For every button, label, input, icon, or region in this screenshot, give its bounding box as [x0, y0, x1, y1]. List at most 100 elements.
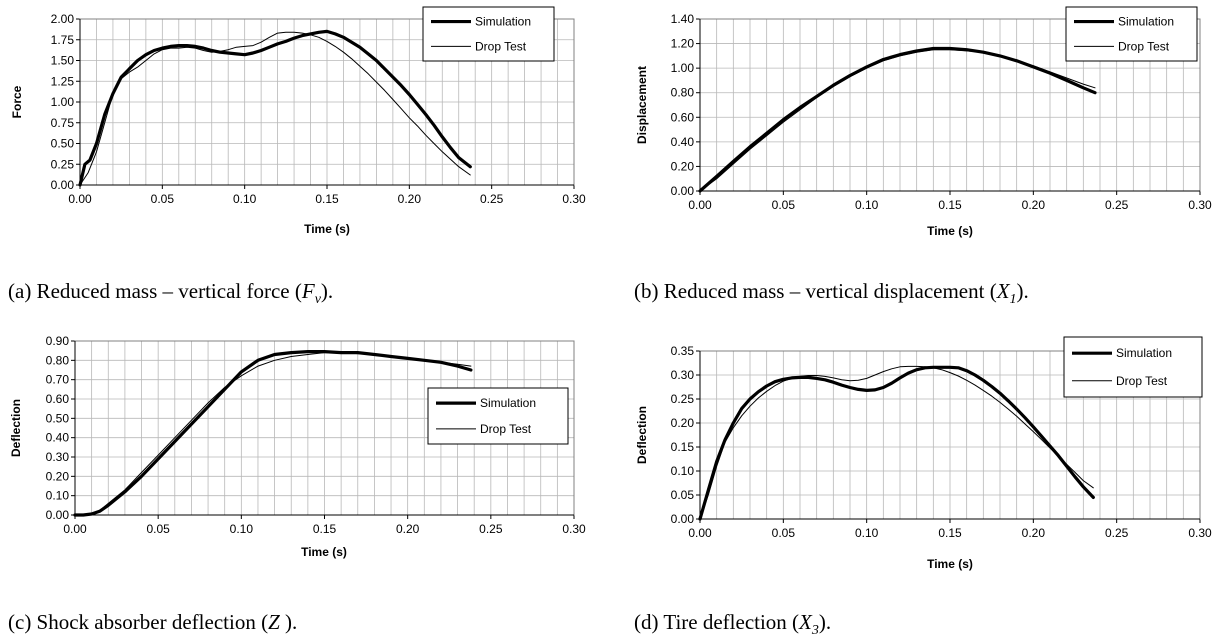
- legend: Simulation Drop Test: [1065, 6, 1198, 62]
- x-tick-label: 0.20: [396, 522, 420, 536]
- legend-box: [1063, 336, 1203, 398]
- y-tick-label: 0.10: [671, 464, 695, 478]
- caption-c-suffix: ).: [279, 610, 298, 634]
- series-line-simulation: [78, 29, 472, 187]
- x-tick-label: 0.20: [398, 192, 422, 206]
- x-tick-label: 0.10: [855, 198, 879, 212]
- x-axis-label: Time (s): [301, 545, 347, 559]
- x-tick-label: 0.10: [233, 192, 257, 206]
- caption-b-suffix: ).: [1016, 279, 1029, 303]
- legend-box: [422, 6, 555, 62]
- y-tick-label: 0.50: [51, 137, 75, 151]
- y-tick-label: 0.20: [671, 159, 695, 173]
- y-tick-label: 0.00: [671, 512, 695, 526]
- y-tick-label: 1.00: [51, 95, 75, 109]
- y-tick-label: 0.05: [671, 488, 695, 502]
- y-tick-label: 0.25: [51, 157, 75, 171]
- y-tick-label: 1.00: [671, 61, 695, 75]
- series-line-drop-test: [699, 365, 1094, 520]
- chart-a: 0.00 0.25 0.50 0.75 1.00 1.25 1.50 1.75 2.00 0.00…: [10, 6, 586, 236]
- x-tick-label: 0.05: [146, 522, 170, 536]
- y-tick-label: 1.20: [671, 37, 695, 51]
- caption-d: (d) Tire deflection (X3).: [634, 610, 831, 638]
- legend-label-simulation: Simulation: [1116, 346, 1172, 360]
- caption-b: (b) Reduced mass – vertical displacement…: [634, 279, 1029, 307]
- y-tick-label: 0.10: [46, 489, 70, 503]
- y-tick-label: 0.80: [671, 86, 695, 100]
- caption-c: (c) Shock absorber deflection (Z ).: [8, 610, 297, 635]
- y-tick-label: 0.25: [671, 392, 695, 406]
- y-tick-label: 0.60: [671, 110, 695, 124]
- y-tick-label: 0.75: [51, 116, 75, 130]
- legend-label-drop-test: Drop Test: [1118, 39, 1170, 53]
- x-axis-label: Time (s): [927, 224, 973, 238]
- series-line-simulation: [73, 350, 473, 517]
- x-tick-label: 0.30: [562, 522, 586, 536]
- chart-d: 0.00 0.05 0.10 0.15 0.20 0.25 0.30 0.35 0.00 0.05…: [635, 336, 1212, 571]
- caption-c-prefix: (c) Shock absorber deflection (: [8, 610, 269, 634]
- caption-c-symbol: Z: [268, 610, 280, 634]
- y-tick-label: 1.50: [51, 54, 75, 68]
- x-tick-label: 0.25: [479, 522, 503, 536]
- series-line-drop-test: [699, 49, 1096, 192]
- x-tick-label: 0.25: [1105, 526, 1129, 540]
- y-axis-label: Force: [10, 85, 24, 118]
- y-tick-label: 0.60: [46, 392, 70, 406]
- caption-a-prefix: (a) Reduced mass – vertical force (: [8, 279, 302, 303]
- y-tick-label: 0.20: [671, 416, 695, 430]
- x-axis-label: Time (s): [927, 557, 973, 571]
- chart-b: 0.00 0.20 0.40 0.60 0.80 1.00 1.20 1.40 0.00 0.05…: [635, 6, 1212, 238]
- legend-label-drop-test: Drop Test: [480, 422, 532, 436]
- x-tick-label: 0.30: [562, 192, 586, 206]
- caption-d-subscript: 3: [811, 623, 819, 638]
- y-tick-label: 0.30: [671, 368, 695, 382]
- x-tick-label: 0.00: [68, 192, 92, 206]
- legend-label-drop-test: Drop Test: [475, 39, 527, 53]
- y-tick-label: 0.80: [46, 353, 70, 367]
- x-tick-label: 0.15: [938, 526, 962, 540]
- series-line-drop-test: [74, 352, 472, 516]
- x-tick-label: 0.30: [1188, 198, 1212, 212]
- y-tick-label: 2.00: [51, 12, 75, 26]
- caption-a-subscript: v: [314, 292, 321, 307]
- legend-label-simulation: Simulation: [480, 396, 536, 410]
- legend-label-simulation: Simulation: [475, 15, 531, 29]
- caption-a-symbol: F: [301, 279, 315, 303]
- x-axis-label: Time (s): [304, 222, 350, 236]
- x-tick-label: 0.05: [151, 192, 175, 206]
- y-tick-label: 0.30: [46, 450, 70, 464]
- x-tick-label: 0.00: [63, 522, 87, 536]
- chart-c: 0.00 0.10 0.20 0.30 0.40 0.50 0.60 0.70 0.80 0.90…: [9, 334, 586, 559]
- legend: Simulation Drop Test: [1063, 336, 1203, 398]
- x-tick-label: 0.00: [688, 526, 712, 540]
- x-tick-label: 0.00: [688, 198, 712, 212]
- x-tick-label: 0.05: [772, 526, 796, 540]
- x-tick-label: 0.25: [480, 192, 504, 206]
- x-tick-label: 0.20: [1022, 198, 1046, 212]
- x-tick-label: 0.05: [772, 198, 796, 212]
- y-tick-label: 0.90: [46, 334, 70, 348]
- series-line-simulation: [698, 365, 1095, 521]
- y-tick-label: 0.15: [671, 440, 695, 454]
- legend: Simulation Drop Test: [427, 387, 569, 445]
- y-tick-label: 0.00: [51, 178, 75, 192]
- y-tick-label: 0.70: [46, 373, 70, 387]
- caption-a: (a) Reduced mass – vertical force (Fv).: [8, 279, 334, 307]
- legend-label-drop-test: Drop Test: [1116, 374, 1168, 388]
- legend-label-simulation: Simulation: [1118, 15, 1174, 29]
- y-axis-label: Displacement: [635, 66, 649, 144]
- x-tick-label: 0.15: [315, 192, 339, 206]
- x-tick-label: 0.10: [230, 522, 254, 536]
- legend-box: [1065, 6, 1198, 62]
- y-tick-label: 0.35: [671, 344, 695, 358]
- x-tick-label: 0.20: [1022, 526, 1046, 540]
- caption-d-prefix: (d) Tire deflection (: [634, 610, 800, 634]
- y-tick-label: 0.50: [46, 411, 70, 425]
- x-tick-label: 0.15: [938, 198, 962, 212]
- caption-a-suffix: ).: [320, 279, 334, 303]
- caption-b-subscript: 1: [1009, 292, 1017, 307]
- x-tick-label: 0.25: [1105, 198, 1129, 212]
- legend-box: [427, 387, 569, 445]
- y-tick-label: 0.00: [671, 184, 695, 198]
